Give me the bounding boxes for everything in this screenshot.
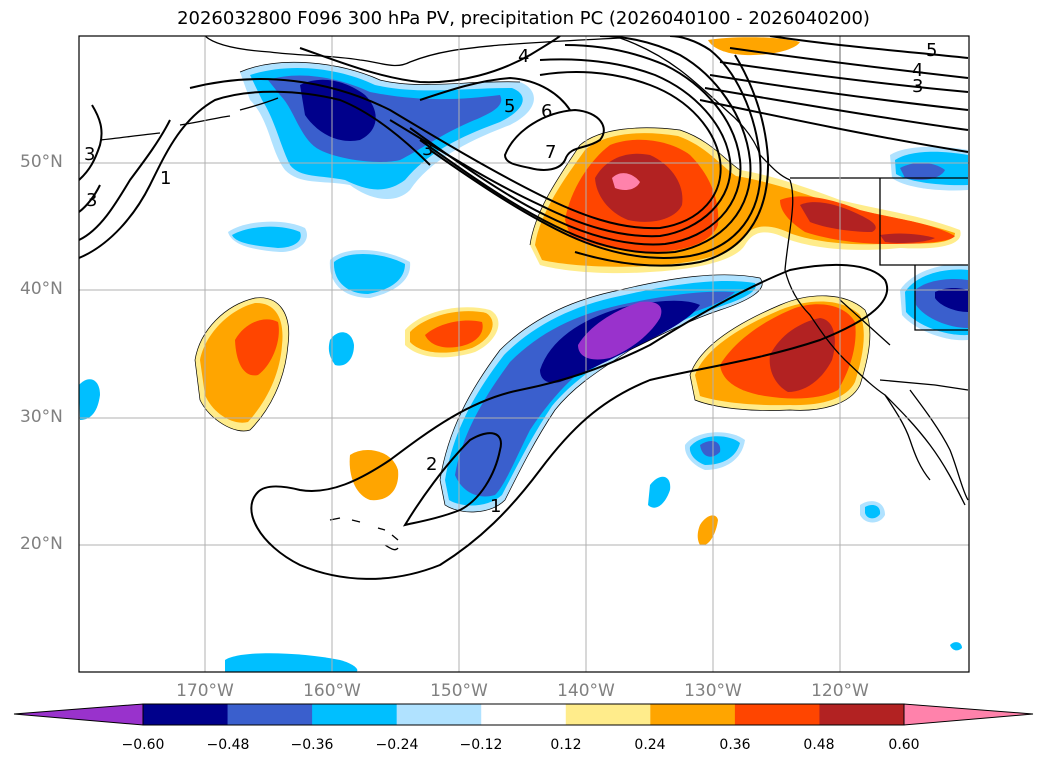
colorbar-extend-max [903,703,1034,726]
pv-contour-3-west-b [79,184,101,213]
coast-baja [884,394,931,481]
hawaii-islands [329,517,399,551]
colorbar-segment [734,704,820,725]
pv-contour-2 [402,432,502,527]
lon-label: 140°W [557,681,615,701]
coast-alaska [204,36,791,181]
contour-label: 1 [490,496,501,517]
precip-outlines [194,61,871,513]
contour-label: 4 [518,46,529,67]
lat-label: 50°N [20,152,63,172]
colorbar-segments [143,704,905,725]
map-frame [78,35,970,673]
colorbar-segment [819,704,905,725]
lat-label: 20°N [20,534,63,554]
lat-label: 40°N [20,279,63,299]
colorbar-segment [565,704,651,725]
colorbar-tick: 0.36 [719,737,751,753]
lon-label: 130°W [684,681,742,701]
contour-label: 3 [86,190,97,211]
colorbar-tick: −0.36 [290,737,334,753]
colorbar-tick: 0.12 [550,737,582,753]
colorbar-tick: 0.48 [803,737,835,753]
contour-label: 3 [84,144,95,165]
colorbar-tick: −0.60 [121,737,165,753]
contour-label: 6 [541,101,552,122]
colorbar-segment [481,704,567,725]
coast-mexico [909,389,969,501]
contour-label: 7 [545,142,556,163]
pv-contour-5-ne [769,36,969,59]
colorbar-segment [650,704,736,725]
colorbar-segment [396,704,482,725]
pv-contour-6-ring [503,108,605,171]
contour-label: 4 [912,60,923,81]
colorbar-tick: 0.24 [634,737,666,753]
pv-contour-1-north [79,90,431,259]
contour-label: 2 [426,454,437,475]
colorbar-segment [312,704,398,725]
colorbar-tick: −0.24 [375,737,419,753]
pv-contour-3-west [79,104,103,181]
gridlines [79,36,969,672]
contour-label: 3 [422,139,433,160]
border-us-mexico [879,379,969,391]
map-title: 2026032800 F096 300 hPa PV, precipitatio… [177,8,870,29]
pv-contours [79,36,969,580]
border-states-1 [879,178,968,266]
colorbar-extend-min [13,703,144,726]
lon-label: 120°W [811,681,869,701]
pv-contour-3-ne [719,61,969,93]
contour-labels: 4 5 4 3 5 6 7 3 3 1 3 2 1 [84,40,937,517]
border-states-2 [914,265,968,331]
lon-label: 170°W [176,681,234,701]
pv-contour-4-north [299,36,561,84]
contour-label: 3 [912,76,923,97]
pv-contour-4-ne [729,47,969,79]
colorbar-frame [142,703,905,726]
contour-label: 1 [160,168,171,189]
colorbar-tick: −0.12 [459,737,503,753]
colorbar-segment [227,704,313,725]
contour-label: 5 [504,96,515,117]
lat-label: 30°N [20,407,63,427]
contour-label: 5 [926,40,937,61]
lon-label: 150°W [430,681,488,701]
pv-contour-1-west [79,119,171,241]
colorbar-tick: 0.60 [888,737,920,753]
colorbar-segment [143,704,229,725]
coast-bc-us [784,179,966,506]
pv-contour-1-south [250,263,889,580]
colorbar-tick: −0.48 [206,737,250,753]
lon-label: 160°W [303,681,361,701]
